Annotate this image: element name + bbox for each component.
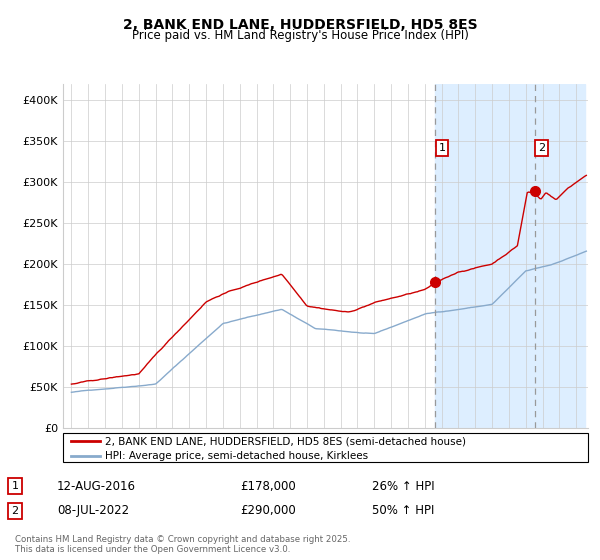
Text: 1: 1 bbox=[439, 143, 446, 153]
Text: 2: 2 bbox=[11, 506, 19, 516]
Text: £178,000: £178,000 bbox=[240, 479, 296, 493]
Text: 08-JUL-2022: 08-JUL-2022 bbox=[57, 504, 129, 517]
Text: 26% ↑ HPI: 26% ↑ HPI bbox=[372, 479, 434, 493]
Text: 2, BANK END LANE, HUDDERSFIELD, HD5 8ES (semi-detached house): 2, BANK END LANE, HUDDERSFIELD, HD5 8ES … bbox=[105, 436, 466, 446]
Text: 50% ↑ HPI: 50% ↑ HPI bbox=[372, 504, 434, 517]
Text: Price paid vs. HM Land Registry's House Price Index (HPI): Price paid vs. HM Land Registry's House … bbox=[131, 29, 469, 42]
Text: 2: 2 bbox=[538, 143, 545, 153]
Text: 1: 1 bbox=[11, 481, 19, 491]
Bar bbox=[435, 84, 584, 428]
Text: 2, BANK END LANE, HUDDERSFIELD, HD5 8ES: 2, BANK END LANE, HUDDERSFIELD, HD5 8ES bbox=[122, 18, 478, 32]
Text: HPI: Average price, semi-detached house, Kirklees: HPI: Average price, semi-detached house,… bbox=[105, 451, 368, 460]
Text: £290,000: £290,000 bbox=[240, 504, 296, 517]
Text: Contains HM Land Registry data © Crown copyright and database right 2025.
This d: Contains HM Land Registry data © Crown c… bbox=[15, 535, 350, 554]
Text: 12-AUG-2016: 12-AUG-2016 bbox=[57, 479, 136, 493]
